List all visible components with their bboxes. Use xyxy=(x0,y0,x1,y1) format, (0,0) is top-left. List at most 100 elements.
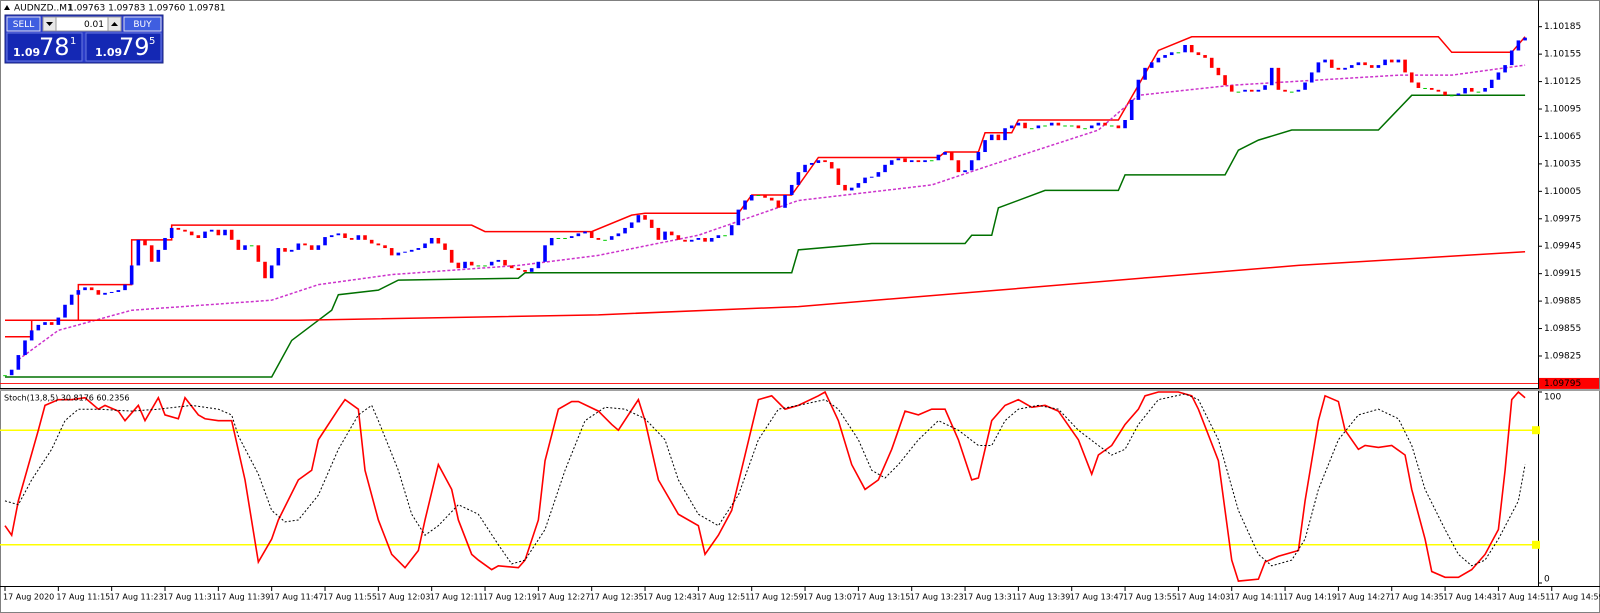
candle xyxy=(1089,125,1094,129)
candle xyxy=(1103,122,1107,126)
candle xyxy=(869,176,874,178)
candle xyxy=(856,183,861,188)
candle xyxy=(1436,89,1441,92)
candle xyxy=(829,162,834,169)
candle xyxy=(796,172,801,185)
candle xyxy=(149,245,154,262)
candle xyxy=(289,249,294,252)
x-tick-label: 17 Aug 14:27 xyxy=(1336,593,1390,602)
candle xyxy=(1269,67,1274,86)
candle xyxy=(103,292,107,295)
candle xyxy=(1196,52,1201,56)
sell-button[interactable] xyxy=(6,16,41,32)
candle xyxy=(1156,57,1161,63)
candle xyxy=(629,222,634,228)
ohlc: 1.09763 1.09783 1.09760 1.09781 xyxy=(68,4,225,14)
candle xyxy=(1263,85,1267,90)
x-tick-label: 17 Aug 2020 xyxy=(3,593,54,602)
y-tick-label: 1.10035 xyxy=(1544,159,1581,169)
buy-button[interactable] xyxy=(123,16,162,32)
bid-box[interactable] xyxy=(6,32,83,62)
x-tick-label: 17 Aug 12:19 xyxy=(483,593,537,602)
candle xyxy=(1129,99,1134,120)
candle xyxy=(1396,59,1401,63)
candle xyxy=(909,160,914,163)
candle xyxy=(749,195,754,201)
candle xyxy=(923,160,927,163)
candle xyxy=(143,239,147,246)
candle xyxy=(196,235,201,238)
candle xyxy=(1249,89,1254,92)
candle xyxy=(1049,122,1054,126)
candle xyxy=(203,231,207,238)
candle xyxy=(916,160,921,163)
x-tick-label: 17 Aug 12:35 xyxy=(590,593,644,602)
y-tick-label: 1.09975 xyxy=(1544,214,1581,224)
candle xyxy=(1336,67,1341,70)
candle xyxy=(763,195,767,198)
candle xyxy=(1203,55,1207,58)
candle xyxy=(669,231,674,236)
collapse-arrow[interactable] xyxy=(4,5,10,10)
candle xyxy=(1316,62,1321,73)
candle xyxy=(416,248,421,250)
candle xyxy=(803,164,807,173)
candle xyxy=(1523,37,1527,41)
candle xyxy=(876,172,881,177)
candle xyxy=(123,284,127,291)
symbol: AUDNZD..M1 xyxy=(14,4,73,14)
x-tick-label: 17 Aug 13:47 xyxy=(1070,593,1124,602)
indicator-line xyxy=(4,390,1526,582)
ask-box[interactable] xyxy=(85,32,162,62)
candle xyxy=(1143,67,1147,80)
candle xyxy=(903,158,907,163)
candle xyxy=(1063,125,1067,127)
candle xyxy=(783,195,787,208)
x-tick-label: 17 Aug 14:35 xyxy=(1390,593,1444,602)
candle xyxy=(1056,122,1061,126)
candle xyxy=(1043,125,1047,127)
candle xyxy=(456,262,461,269)
candle xyxy=(683,239,687,242)
candle xyxy=(1456,93,1461,96)
candle xyxy=(376,243,381,246)
y-tick-label: 1.09885 xyxy=(1544,297,1581,307)
candle xyxy=(776,200,781,208)
candle xyxy=(436,237,441,244)
candle xyxy=(36,324,41,331)
x-tick-label: 17 Aug 14:19 xyxy=(1283,593,1337,602)
candle xyxy=(1183,44,1187,53)
x-tick-label: 17 Aug 14:11 xyxy=(1230,593,1284,602)
candle xyxy=(529,268,534,272)
candle xyxy=(729,225,734,236)
y-tick-label: 1.10065 xyxy=(1544,132,1581,142)
panel-separator xyxy=(0,389,1600,391)
candle xyxy=(189,231,194,236)
candle xyxy=(1076,125,1081,129)
candle xyxy=(396,252,401,256)
candle xyxy=(209,229,214,232)
candle xyxy=(429,237,434,244)
lot-down-arrow xyxy=(46,22,53,26)
candle xyxy=(23,340,27,356)
candle xyxy=(163,237,167,250)
candle xyxy=(716,235,721,238)
x-tick-label: 17 Aug 14:43 xyxy=(1443,593,1497,602)
indicator-line xyxy=(17,64,1526,361)
candle xyxy=(743,200,747,210)
candle xyxy=(849,187,854,191)
candle xyxy=(469,261,474,266)
candle xyxy=(1069,125,1074,127)
candle xyxy=(369,239,374,244)
candle xyxy=(996,134,1001,141)
candle xyxy=(43,322,47,325)
candle xyxy=(523,270,527,272)
candle xyxy=(989,134,994,141)
candle xyxy=(1029,128,1034,130)
candle xyxy=(1476,91,1481,93)
candle xyxy=(229,229,234,240)
candle xyxy=(1243,89,1247,92)
candle xyxy=(1123,119,1127,129)
candle xyxy=(1229,85,1234,92)
x-tick-label: 17 Aug 12:51 xyxy=(696,593,750,602)
